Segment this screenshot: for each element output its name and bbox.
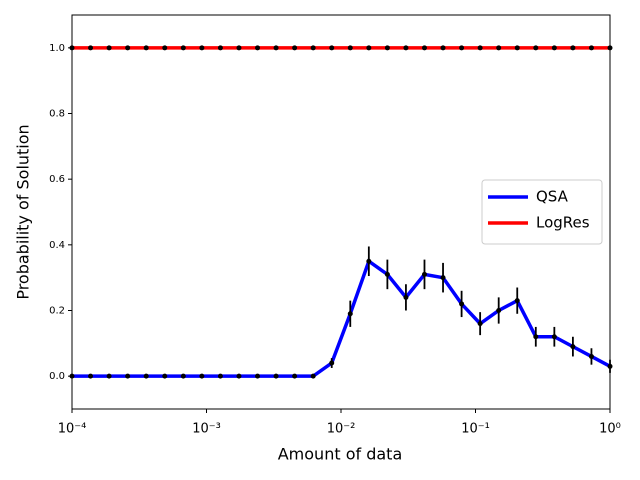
data-point	[88, 373, 94, 379]
data-point	[514, 298, 520, 304]
data-point	[199, 373, 205, 379]
data-point	[88, 45, 94, 51]
data-point	[496, 45, 502, 51]
data-point	[106, 45, 112, 51]
data-point	[310, 45, 316, 51]
data-point	[310, 373, 316, 379]
data-point	[125, 45, 131, 51]
y-tick-label: 1.0	[49, 43, 65, 54]
data-point	[533, 45, 539, 51]
x-axis-label: Amount of data	[278, 445, 403, 464]
data-point	[180, 45, 186, 51]
y-tick-label: 0.0	[49, 371, 65, 382]
data-point	[329, 360, 335, 366]
data-point	[421, 45, 427, 51]
data-point	[143, 45, 149, 51]
data-point	[329, 45, 335, 51]
data-point	[292, 45, 298, 51]
data-point	[384, 45, 390, 51]
data-point	[273, 45, 279, 51]
data-point	[162, 373, 168, 379]
data-point	[588, 45, 594, 51]
x-tick-label: 10⁻¹	[461, 422, 490, 437]
y-tick-label: 0.6	[49, 174, 65, 185]
y-tick-label: 0.2	[49, 306, 65, 317]
data-point	[273, 373, 279, 379]
data-point	[384, 271, 390, 277]
data-point	[477, 45, 483, 51]
data-point	[551, 334, 557, 340]
data-point	[551, 45, 557, 51]
y-axis-label: Probability of Solution	[14, 124, 33, 299]
data-point	[477, 321, 483, 327]
data-point	[440, 275, 446, 281]
data-point	[292, 373, 298, 379]
y-tick-label: 0.8	[49, 109, 65, 120]
data-point	[570, 45, 576, 51]
data-point	[217, 373, 223, 379]
data-point	[403, 45, 409, 51]
y-tick-label: 0.4	[49, 240, 65, 251]
data-point	[570, 344, 576, 350]
data-point	[588, 353, 594, 359]
data-point	[255, 373, 261, 379]
data-point	[162, 45, 168, 51]
x-tick-label: 10⁰	[599, 422, 621, 437]
legend-label: LogRes	[536, 214, 590, 232]
data-point	[125, 373, 131, 379]
data-point	[533, 334, 539, 340]
data-point	[496, 308, 502, 313]
data-point	[403, 294, 409, 300]
legend-label: QSA	[536, 188, 569, 206]
data-point	[255, 45, 261, 51]
data-point	[236, 45, 242, 51]
data-point	[106, 373, 112, 379]
data-point	[347, 311, 353, 317]
data-point	[199, 45, 205, 51]
data-point	[459, 45, 465, 51]
x-tick-label: 10⁻²	[327, 422, 356, 437]
data-point	[143, 373, 149, 379]
plot-frame	[71, 14, 611, 410]
data-point	[421, 271, 427, 277]
x-tick-label: 10⁻³	[192, 422, 221, 437]
data-point	[217, 45, 223, 51]
data-point	[459, 301, 465, 307]
data-point	[366, 258, 372, 264]
data-point	[347, 45, 353, 51]
data-point	[440, 45, 446, 51]
data-point	[514, 45, 520, 51]
x-tick-label: 10⁻⁴	[58, 422, 87, 437]
data-point	[366, 45, 372, 51]
series-line	[72, 258, 611, 378]
data-point	[236, 373, 242, 379]
data-point	[180, 373, 186, 379]
